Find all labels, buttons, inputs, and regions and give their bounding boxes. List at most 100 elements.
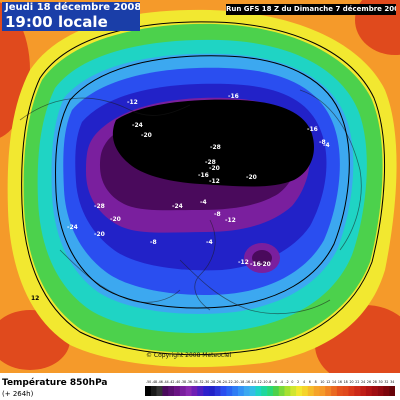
legend-swatch [348,386,355,396]
legend-tick-label: -6 [274,380,277,384]
model-run-label: Run GFS 18 Z du Dimanche 7 décembre 2008 [226,4,396,15]
legend-swatch [354,386,361,396]
legend-swatch [313,386,320,396]
legend-swatch [360,386,367,396]
legend-tick-label: -32 [198,380,203,384]
legend-tick-label: -36 [187,380,192,384]
map-label: -20 [110,216,121,223]
map-label: -20 [94,231,105,238]
legend-swatch [290,386,297,396]
legend-tick-label: -40 [175,380,180,384]
legend-swatch [232,386,239,396]
legend-swatch [220,386,227,396]
legend-tick-label: 12 [326,380,330,384]
map-label: -12 [127,99,138,106]
legend-tick-label: 0 [291,380,293,384]
legend-tick-label: -2 [286,380,289,384]
legend-tick-label: 6 [309,380,311,384]
legend-tick-label: -38 [181,380,186,384]
legend-swatch [365,386,373,396]
coldest-core [112,99,314,187]
legend-tick-label: 28 [373,380,377,384]
legend-tick-label: -10 [262,380,267,384]
map-label: -20 [260,261,271,268]
map-label: -28 [210,144,221,151]
map-label: -16 [198,172,209,179]
legend-tick-label: 2 [297,380,299,384]
forecast-hour: (+ 264h) [2,390,34,398]
legend-swatch [319,386,326,396]
legend-tick-label: -28 [210,380,215,384]
legend-tick-label: 10 [320,380,324,384]
legend-swatch [377,386,384,396]
legend-tick-label: -8 [268,380,271,384]
map-label: -4 [200,199,207,206]
legend-tick-label: -48 [152,380,157,384]
temperature-map: -16 -12 -24 -20 -28 -16 -8 -4 -28 -20 -1… [0,0,400,373]
legend-tick-label: 4 [303,380,305,384]
cold-blob-inner [252,250,272,266]
map-label: -12 [209,178,220,185]
map-label: -8 [150,239,157,246]
legend-swatch [284,386,291,396]
legend-tick-label: 8 [315,380,317,384]
legend-swatch [371,386,378,396]
map-label: -20 [209,165,220,172]
legend-swatch [342,386,349,396]
legend-tick-label: 16 [338,380,342,384]
legend-tick-label: -46 [158,380,163,384]
map-label: -16 [250,261,261,268]
map-label: -4 [323,142,330,149]
legend-swatch [226,386,233,396]
map-label: -8 [214,211,221,218]
valid-time: 19:00 locale [5,13,108,31]
map-label: -4 [206,239,213,246]
legend-tick-label: 34 [390,380,394,384]
legend-tick-label: 30 [379,380,383,384]
isotherm-contours [21,21,386,356]
legend-tick-label: -22 [227,380,232,384]
legend-tick-label: 18 [344,380,348,384]
legend-swatch [208,386,216,396]
legend-swatch [185,386,192,396]
legend-tick-label: -44 [163,380,168,384]
legend-tick-label: 24 [361,380,365,384]
legend-tick-label: 32 [384,380,388,384]
legend-swatch [249,386,256,396]
valid-time-box: Jeudi 18 décembre 2008 19:00 locale [2,2,140,31]
legend-tick-label: -14 [251,380,256,384]
legend-tick-label: -30 [204,380,209,384]
legend-tick-label: -16 [245,380,250,384]
legend-swatch [331,386,338,396]
map-label: -12 [225,217,236,224]
legend-tick-label: -18 [239,380,244,384]
legend-swatch [203,386,210,396]
legend-swatch [214,386,221,396]
legend-swatch [307,386,314,396]
map-label: -20 [246,174,257,181]
map-label: -24 [132,122,143,129]
legend-swatch [179,386,186,396]
legend-swatch [243,386,250,396]
copyright-text: © Copyright 2008 Meteociel [146,352,232,359]
legend-tick-label: 20 [349,380,353,384]
legend-swatch [301,386,309,396]
legend-tick-label: -24 [222,380,227,384]
legend-swatch [197,386,204,396]
legend-swatch [296,386,303,396]
legend-swatch [145,386,152,396]
map-label: -28 [94,203,105,210]
legend-swatch [383,386,390,396]
map-label: -28 [205,159,216,166]
legend-swatch [174,386,181,396]
legend-swatch [150,386,157,396]
map-title: Température 850hPa [2,378,108,388]
legend-tick-label: -12 [256,380,261,384]
legend-tick-label: 22 [355,380,359,384]
map-label: -16 [228,93,239,100]
legend-swatch [168,386,175,396]
legend-swatch [278,386,285,396]
legend-swatch [162,386,169,396]
legend-swatch [191,386,198,396]
isotherm-labels: -16 -12 -24 -20 -28 -16 -8 -4 -28 -20 -1… [31,93,330,302]
